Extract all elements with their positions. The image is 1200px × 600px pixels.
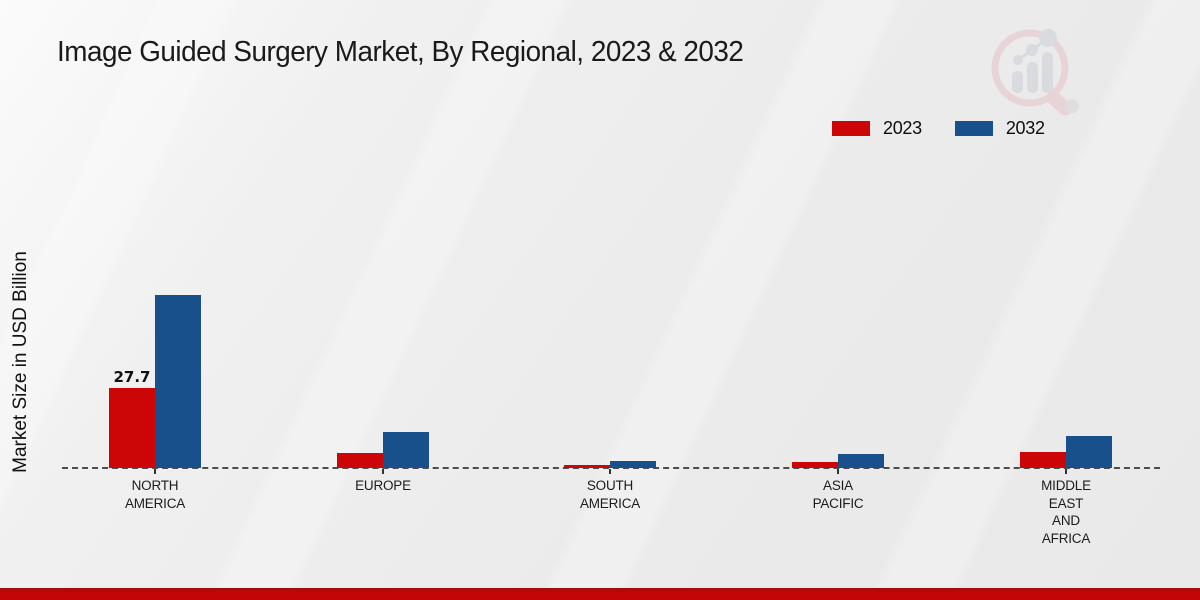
x-axis-label-middle-east-and-africa: MIDDLE EAST AND AFRICA <box>1041 478 1091 546</box>
legend-swatch-2023 <box>832 121 870 136</box>
bar-2023-asia-pacific <box>792 462 838 468</box>
bar-2023-north-america <box>109 388 155 468</box>
x-axis-label-asia-pacific: ASIA PACIFIC <box>812 478 864 511</box>
legend-swatch-2032 <box>954 121 993 136</box>
chart-title: Image Guided Surgery Market, By Regional… <box>57 36 744 68</box>
legend-item-2023: 2023 <box>832 118 922 139</box>
bar-2032-middle-east-and-africa <box>1066 436 1112 468</box>
bar-2023-south-america <box>564 465 610 468</box>
magnifier-bar-chart-logo-icon <box>991 29 1079 116</box>
x-axis-tick-europe <box>382 469 384 474</box>
bar-value-label: 27.7 <box>113 368 151 386</box>
legend-label-2032: 2032 <box>1005 118 1045 138</box>
bar-2032-north-america <box>155 295 201 468</box>
x-axis-tick-middle-east-and-africa <box>1065 469 1067 474</box>
x-axis-tick-asia-pacific <box>837 469 839 474</box>
x-axis-dashed-baseline <box>62 467 1160 469</box>
x-axis-tick-north-america <box>154 469 156 474</box>
bottom-red-strip <box>0 588 1200 600</box>
bar-2023-europe <box>337 453 383 468</box>
x-axis-label-europe: EUROPE <box>355 478 411 493</box>
bar-2032-asia-pacific <box>838 454 884 468</box>
x-axis-tick-south-america <box>609 469 611 474</box>
legend-item-2032: 2032 <box>954 118 1045 139</box>
legend: 2023 2032 <box>832 118 1045 139</box>
x-axis-label-north-america: NORTH AMERICA <box>124 478 186 511</box>
x-axis-label-south-america: SOUTH AMERICA <box>579 478 641 511</box>
bar-2032-europe <box>383 432 429 468</box>
bar-2032-south-america <box>610 461 656 468</box>
bar-2023-middle-east-and-africa <box>1020 452 1066 468</box>
legend-label-2023: 2023 <box>883 118 922 138</box>
